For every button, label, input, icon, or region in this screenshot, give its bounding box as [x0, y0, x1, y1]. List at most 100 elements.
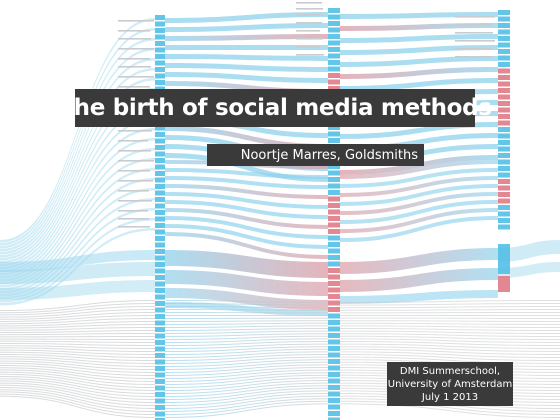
- flow-band: [340, 341, 560, 346]
- flow-band: [0, 208, 155, 300]
- column-1-segment: [155, 210, 165, 215]
- flow-bands: [0, 12, 560, 418]
- column-2-segment: [328, 209, 340, 215]
- node-label-placeholder: [118, 20, 154, 22]
- column-1-segment: [155, 41, 165, 46]
- flow-band: [165, 374, 328, 385]
- column-1-segment: [155, 197, 165, 202]
- column-2-segment: [328, 261, 340, 267]
- flow-band: [165, 367, 328, 376]
- flow-band: [165, 364, 328, 373]
- column-2-segment: [328, 346, 340, 351]
- column-1-segment: [155, 132, 165, 137]
- column-2-segment: [328, 14, 340, 20]
- column-1-segment: [155, 242, 165, 248]
- column-1-segment: [155, 301, 165, 306]
- column-1-segment: [155, 346, 165, 352]
- column-1-segment: [155, 353, 165, 358]
- flow-band: [340, 400, 560, 415]
- node-label-placeholder: [296, 22, 322, 24]
- flow-band: [0, 351, 155, 358]
- column-1-segment: [155, 60, 165, 66]
- flow-band: [0, 343, 155, 346]
- flow-band: [165, 322, 328, 325]
- flow-band: [165, 398, 328, 412]
- column-1-segment: [155, 190, 165, 196]
- column-1-segment: [155, 21, 165, 27]
- flow-band: [165, 12, 328, 23]
- column-1-segment: [155, 385, 165, 391]
- flow-band: [165, 303, 328, 306]
- node-label-placeholder: [118, 160, 154, 162]
- column-2-segment: [328, 177, 340, 182]
- column-2-segment: [328, 21, 340, 26]
- flow-band: [165, 330, 328, 334]
- column-1-segment: [155, 333, 165, 339]
- column-3-segment: [498, 94, 510, 100]
- flow-band: [0, 108, 155, 270]
- flow-band: [0, 378, 155, 394]
- column-2-segment: [328, 359, 340, 364]
- flow-band: [0, 338, 155, 340]
- column-1-segment: [155, 327, 165, 332]
- flow-band: [498, 240, 560, 262]
- column-2-segment: [328, 216, 340, 221]
- flow-band: [340, 12, 498, 19]
- column-3-segment: [498, 185, 510, 191]
- column-3-segment: [498, 55, 510, 61]
- node-label-placeholder: [118, 218, 149, 220]
- flow-band: [0, 303, 155, 314]
- flow-band: [165, 359, 328, 367]
- node-label-placeholder: [118, 180, 153, 182]
- column-2-segment: [328, 229, 340, 234]
- flow-band: [165, 126, 328, 149]
- flow-band: [0, 333, 155, 336]
- column-1-segment: [155, 411, 165, 417]
- node-label-placeholder: [118, 200, 152, 202]
- column-3-segment: [498, 205, 510, 210]
- column-2-segment: [328, 391, 340, 397]
- flow-band: [0, 148, 155, 282]
- flow-band: [0, 393, 155, 415]
- flow-band: [0, 118, 155, 273]
- column-1-segment: [155, 184, 165, 189]
- column-3-segment: [498, 192, 510, 197]
- flow-band: [165, 369, 328, 379]
- column-3-segment: [498, 107, 510, 113]
- flow-band: [165, 377, 328, 388]
- column-1-segment: [155, 223, 165, 228]
- flow-band: [165, 184, 328, 199]
- column-2-segment: [328, 268, 340, 273]
- flow-band: [165, 390, 328, 403]
- column-2-segment: [328, 164, 340, 169]
- column-1-segment: [155, 158, 165, 163]
- flow-band: [340, 403, 560, 418]
- column-2-segment: [328, 281, 340, 286]
- node-label-placeholder: [118, 226, 150, 228]
- column-2-segment: [328, 352, 340, 358]
- flow-band: [165, 343, 328, 349]
- column-3-segment: [498, 166, 510, 171]
- column-1-segment: [155, 28, 165, 33]
- column-1-segment: [155, 392, 165, 397]
- column-2-segment: [328, 138, 340, 143]
- node-label-placeholder: [296, 8, 323, 10]
- column-1-segment: [155, 262, 165, 267]
- column-2-segment: [328, 222, 340, 228]
- flow-band: [0, 178, 155, 291]
- flow-band: [0, 280, 155, 300]
- flow-band: [340, 248, 498, 274]
- column-3-segment: [498, 36, 510, 41]
- node-label-placeholder: [118, 76, 154, 78]
- node-label-placeholder: [455, 56, 493, 58]
- flow-band: [165, 385, 328, 397]
- column-2-segment: [328, 183, 340, 189]
- column-1-segment: [155, 418, 165, 420]
- flow-band: [0, 347, 155, 352]
- flow-band: [165, 387, 328, 400]
- flow-band: [0, 78, 155, 261]
- flow-band: [165, 328, 328, 331]
- column-1-segment: [155, 288, 165, 293]
- node-label-placeholder: [118, 190, 149, 192]
- column-1-segment: [155, 73, 165, 79]
